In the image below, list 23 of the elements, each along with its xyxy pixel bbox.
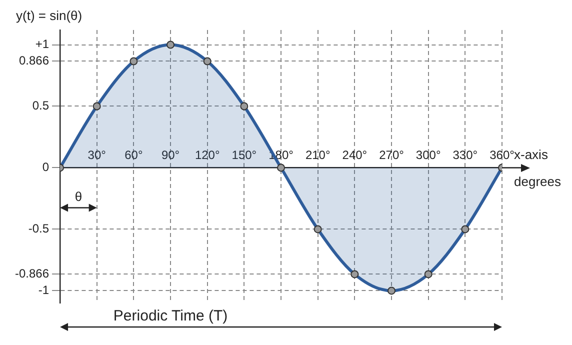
y-tick-label: -1 — [38, 283, 50, 298]
y-tick-label: 0 — [42, 160, 50, 174]
x-tick-label: 300° — [416, 148, 441, 162]
x-tick-label: 240° — [342, 148, 368, 162]
x-tick-label: 60° — [124, 148, 143, 162]
x-axis-title: x-axis — [514, 146, 548, 162]
x-tick-label: 270° — [379, 148, 404, 162]
x-tick-label: 30° — [88, 148, 106, 162]
y-axis-title: y(t) = sin(θ) — [16, 8, 82, 24]
y-tick-label: -0.866 — [14, 266, 50, 281]
text: degrees — [514, 174, 562, 189]
x-tick-label: 210° — [305, 148, 330, 162]
y-tick-label: +1 — [35, 37, 50, 52]
annotation: θ — [74, 188, 82, 204]
x-tick-label: 150° — [232, 148, 257, 162]
x-tick-label: 330° — [452, 148, 478, 162]
y-tick-label: 0.5 — [32, 98, 50, 113]
y-tick-label: -0.5 — [28, 222, 50, 236]
text: Periodic Time (T) — [113, 308, 228, 325]
x-tick-label: 90° — [161, 148, 180, 162]
x-tick-label: 360° — [490, 148, 515, 162]
x-tick-label: 120° — [194, 148, 220, 162]
y-tick-label: 0.866 — [18, 54, 50, 68]
